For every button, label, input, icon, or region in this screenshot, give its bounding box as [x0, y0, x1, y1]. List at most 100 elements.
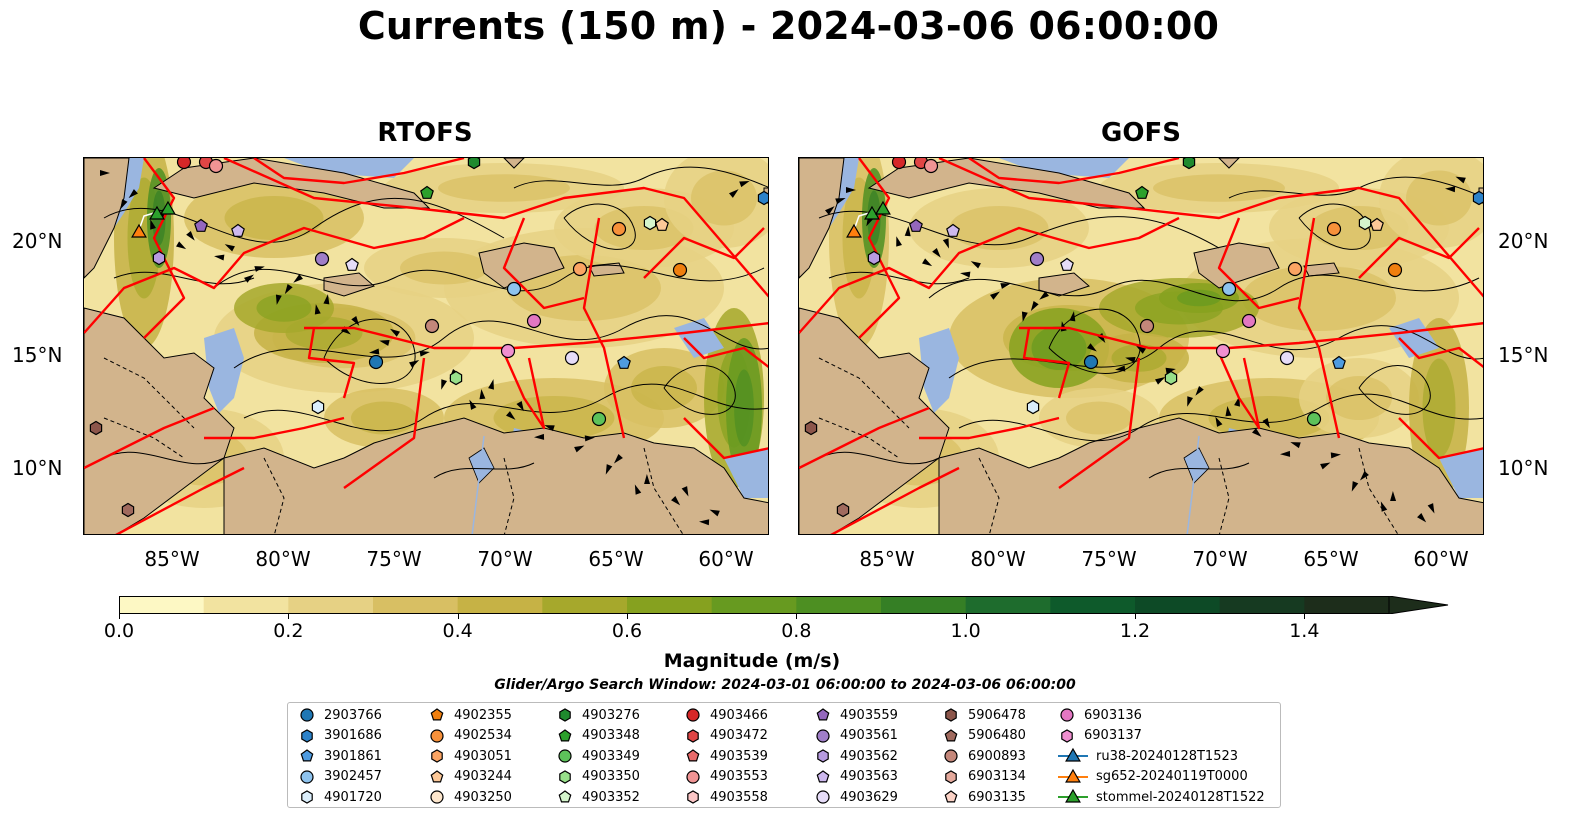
- legend-item: 4903629: [812, 788, 898, 806]
- colorbar-label: Magnitude (m/s): [663, 650, 841, 672]
- lon-label-85w: 85°W: [144, 547, 200, 571]
- legend-label: 3902457: [324, 769, 382, 784]
- float-marker: [564, 350, 580, 366]
- glider-marker: [149, 205, 165, 220]
- float-marker: [526, 313, 542, 329]
- colorbar-segment: [1219, 596, 1305, 614]
- legend-label: 4903563: [840, 769, 898, 784]
- float-marker: [836, 502, 850, 518]
- colorbar-tick-label: 0.4: [442, 620, 473, 642]
- colorbar-segment: [965, 596, 1051, 614]
- glider-marker: [864, 205, 880, 220]
- glider-marker: [846, 223, 862, 238]
- float-marker: [672, 262, 688, 278]
- float-marker: [1029, 251, 1045, 267]
- legend-item: ru38-20240128T1523: [1056, 747, 1238, 765]
- float-marker: [1215, 343, 1231, 359]
- float-marker: [867, 250, 881, 266]
- legend-item: 4902534: [426, 727, 512, 745]
- legend-item: 6903137: [1056, 727, 1142, 745]
- float-marker: [1164, 370, 1178, 386]
- colorbar-segment: [457, 596, 543, 614]
- legend-item: 6903136: [1056, 706, 1142, 724]
- legend-item: 4903563: [812, 768, 898, 786]
- colorbar-segment: [373, 596, 459, 614]
- lon-label-85w-b: 85°W: [859, 547, 915, 571]
- rtofs-map: [83, 157, 769, 535]
- lon-label-65w: 65°W: [588, 547, 644, 571]
- colorbar-segment: [627, 596, 713, 614]
- colorbar-tick-label: 0.0: [103, 620, 135, 642]
- lon-label-75w-b: 75°W: [1081, 547, 1137, 571]
- legend-label: 4902534: [454, 728, 512, 743]
- legend-glider-icon: [1065, 788, 1081, 803]
- float-marker: [1387, 262, 1403, 278]
- gofs-map: [798, 157, 1484, 535]
- glider-marker: [131, 223, 147, 238]
- float-marker: [655, 217, 669, 231]
- lon-label-80w: 80°W: [255, 547, 311, 571]
- panel-title-gofs: GOFS: [1101, 118, 1181, 148]
- float-marker: [1135, 185, 1149, 199]
- float-marker: [1306, 411, 1322, 427]
- legend-marker-icon: [300, 769, 314, 784]
- legend-item: stommel-20240128T1522: [1056, 788, 1265, 806]
- float-marker: [909, 218, 923, 232]
- legend-marker-icon: [686, 708, 700, 722]
- legend-marker-icon: [430, 769, 444, 782]
- legend-marker-icon: [944, 749, 958, 763]
- lon-label-60w-b: 60°W: [1413, 547, 1469, 571]
- legend-label: 6903134: [968, 769, 1026, 784]
- glider-marker: [160, 200, 176, 215]
- legend-marker-icon: [816, 769, 830, 782]
- colorbar-segment: [1050, 596, 1136, 614]
- float-marker: [611, 221, 627, 237]
- legend-label: 4903051: [454, 748, 512, 764]
- legend-glider-icon: [1065, 768, 1081, 783]
- float-marker: [231, 223, 245, 237]
- legend-marker-icon: [430, 708, 444, 721]
- colorbar-tick-label: 1.2: [1119, 620, 1151, 642]
- legend-marker-icon: [430, 790, 444, 804]
- colorbar-extend-arrow: [1388, 596, 1449, 614]
- legend-label: 4903276: [582, 707, 640, 723]
- legend-item: 5906478: [940, 706, 1026, 724]
- legend-marker-icon: [559, 708, 571, 722]
- legend-item: 3901861: [296, 747, 382, 765]
- legend-label: 3901686: [324, 728, 382, 743]
- legend-item: 4903352: [554, 788, 640, 806]
- legend-item: sg652-20240119T0000: [1056, 768, 1248, 786]
- legend-item: 4903562: [812, 747, 898, 765]
- legend-item: 4903553: [682, 768, 768, 786]
- float-marker: [757, 190, 768, 206]
- colorbar-segment: [711, 596, 797, 614]
- lat-label-20n-right: 20°N: [1498, 229, 1549, 253]
- legend-marker-icon: [687, 728, 699, 743]
- colorbar-segment: [203, 596, 289, 614]
- legend-label: 5906478: [968, 707, 1026, 723]
- legend-label: 4903562: [840, 748, 898, 764]
- legend-marker-icon: [558, 749, 572, 763]
- legend-item: 4902355: [426, 706, 512, 724]
- legend-item: 4903472: [682, 727, 768, 745]
- lon-label-75w: 75°W: [366, 547, 422, 571]
- float-marker: [467, 158, 481, 170]
- legend-marker-icon: [300, 749, 314, 762]
- colorbar-segment: [542, 596, 628, 614]
- lon-label-70w-b: 70°W: [1192, 547, 1248, 571]
- float-marker: [345, 257, 359, 271]
- float-marker: [572, 261, 588, 277]
- legend-item: 4903250: [426, 788, 512, 806]
- legend-item: 3902457: [296, 768, 382, 786]
- colorbar-segment: [119, 596, 205, 614]
- float-marker: [500, 343, 516, 359]
- colorbar: [119, 596, 1449, 614]
- float-marker: [208, 158, 224, 174]
- float-marker: [1221, 281, 1237, 297]
- legend-marker-icon: [944, 728, 958, 741]
- legend-marker-icon: [1060, 708, 1074, 722]
- legend-label: 6903135: [968, 789, 1026, 805]
- float-marker: [891, 158, 907, 170]
- legend-label: ru38-20240128T1523: [1096, 748, 1239, 764]
- legend-marker-icon: [687, 790, 699, 804]
